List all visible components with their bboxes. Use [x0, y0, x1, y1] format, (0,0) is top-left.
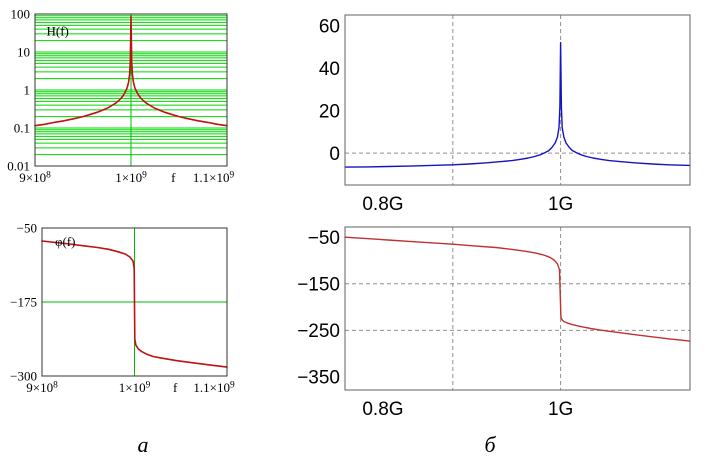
mathcad-magnitude-canvas: 100 10 1 0.1 0.019×108 1×109 f 1.1×109 H(f) [7, 7, 235, 185]
tick-label: −350 [297, 368, 340, 389]
tick-label: −175 [10, 295, 37, 310]
tick-label: H(f) [47, 23, 69, 38]
tick-label: 9×108 [19, 170, 51, 185]
caption-right: б [484, 432, 496, 457]
tick-label: 1.1×109 [193, 170, 235, 185]
sim-phase-canvas: −50 −150 −250 −350 0.8G 1G [297, 226, 691, 420]
tick-label: 1 [24, 83, 31, 98]
tick-label: −150 [297, 274, 340, 295]
tick-label: f [173, 380, 178, 395]
series-H [34, 15, 228, 127]
sim-magnitude-canvas: 60 40 20 0 0.8G 1G [319, 14, 691, 215]
plot-border [34, 13, 228, 167]
series-phase [344, 236, 691, 342]
tick-label: 0.8G [362, 194, 403, 215]
tick-label: 0.01 [7, 159, 30, 174]
tick-label: 0.1 [14, 121, 30, 136]
tick-label: 10 [17, 45, 30, 60]
mathcad-magnitude-chart: 100 10 1 0.1 0.01 9×108 1×109 f 1.1×109 H(f) [5, 7, 237, 204]
tick-label: 0 [329, 144, 340, 165]
tick-label: f [171, 170, 176, 185]
plot-border [344, 226, 691, 391]
simulator-phase-chart: −50 −150 −250 −350 0.8G 1G [295, 220, 701, 428]
tick-label: 0.8G [362, 399, 403, 420]
tick-label: 20 [319, 101, 340, 122]
tick-label: −50 [17, 221, 37, 236]
tick-label: −300 [10, 369, 37, 384]
tick-label: 40 [319, 59, 340, 80]
tick-label: 60 [319, 16, 340, 37]
tick-label: 9×108 [26, 380, 58, 395]
simulator-magnitude-chart: 60 40 20 0 0.8G 1G [295, 6, 701, 218]
plot-border [344, 14, 691, 186]
series-gain [344, 41, 691, 168]
caption-left: а [137, 432, 149, 457]
series-phi [41, 240, 228, 368]
tick-label: 1×109 [119, 380, 151, 395]
tick-label: 100 [11, 8, 31, 22]
tick-label: 1G [548, 399, 573, 420]
tick-label: 1×109 [115, 170, 147, 185]
tick-label: 1.1×109 [193, 380, 235, 395]
tick-label: 1G [548, 194, 573, 215]
plot-border [41, 227, 228, 377]
tick-label: −250 [297, 321, 340, 342]
tick-label: φ(f) [55, 234, 75, 249]
tick-label: −50 [308, 228, 340, 249]
mathcad-phase-chart: −50 −175 −300 9×108 1×109 f 1.1×109 φ(f) [5, 218, 237, 414]
